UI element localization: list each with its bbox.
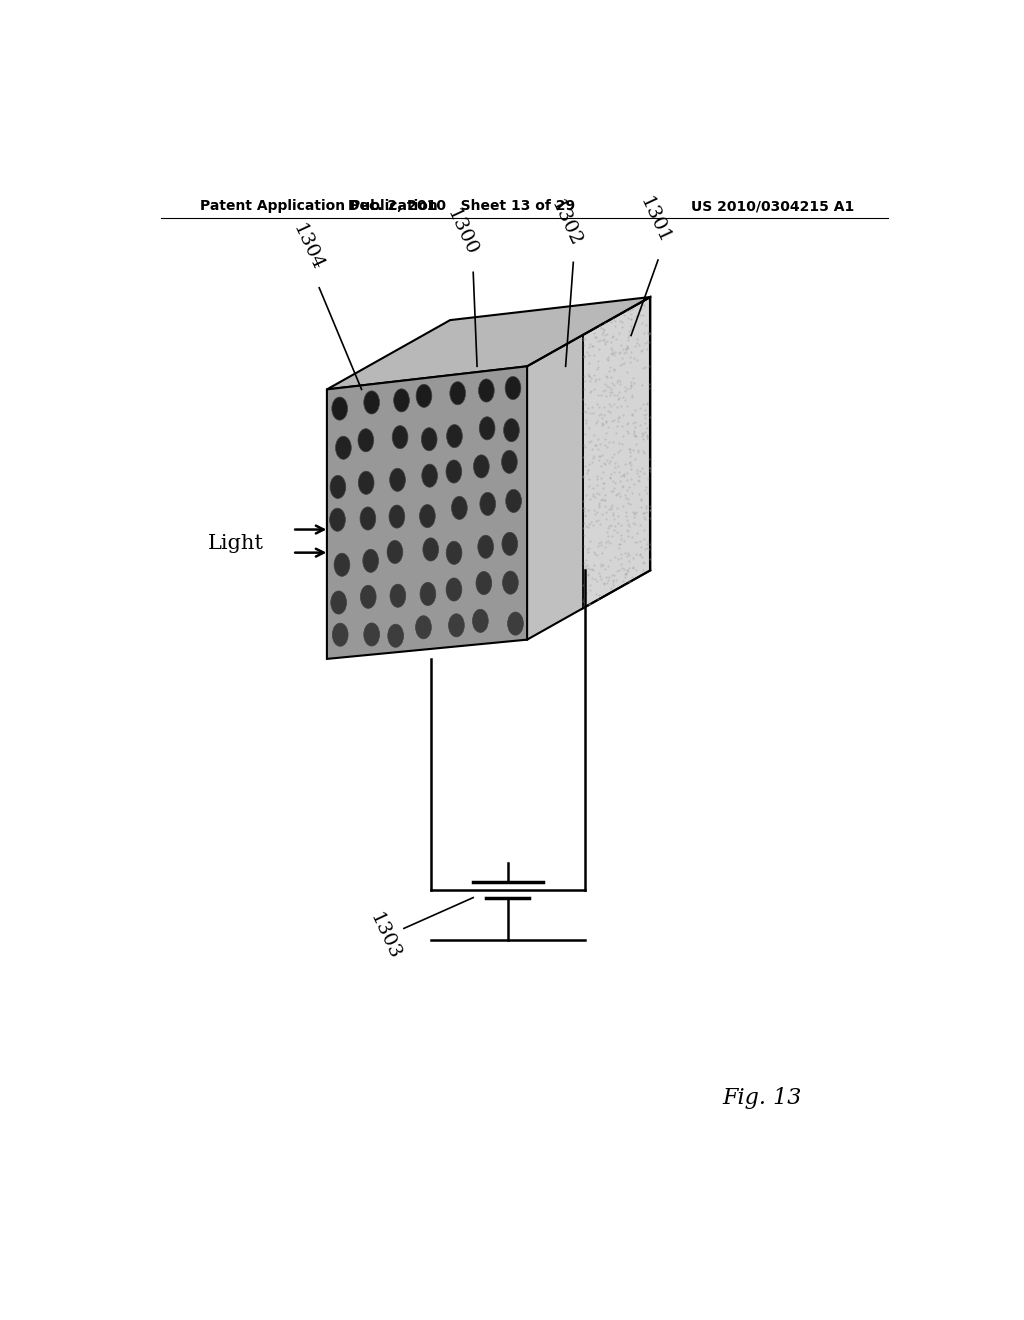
Ellipse shape xyxy=(449,614,464,636)
Polygon shape xyxy=(327,297,650,389)
Ellipse shape xyxy=(506,490,521,512)
Ellipse shape xyxy=(479,417,495,440)
Text: Dec. 2, 2010   Sheet 13 of 29: Dec. 2, 2010 Sheet 13 of 29 xyxy=(348,199,575,213)
Ellipse shape xyxy=(420,582,436,606)
Ellipse shape xyxy=(333,623,348,647)
Text: 1303: 1303 xyxy=(366,909,403,962)
Ellipse shape xyxy=(480,492,496,516)
Text: Fig. 13: Fig. 13 xyxy=(722,1086,802,1109)
Ellipse shape xyxy=(389,506,404,528)
Ellipse shape xyxy=(446,541,462,565)
Ellipse shape xyxy=(360,585,376,609)
Text: 1301: 1301 xyxy=(636,194,673,247)
Ellipse shape xyxy=(446,578,462,601)
Ellipse shape xyxy=(503,572,518,594)
Ellipse shape xyxy=(452,496,467,520)
Ellipse shape xyxy=(330,475,346,499)
Ellipse shape xyxy=(390,585,406,607)
Ellipse shape xyxy=(416,384,432,408)
Ellipse shape xyxy=(504,418,519,442)
Ellipse shape xyxy=(502,532,518,556)
Text: US 2010/0304215 A1: US 2010/0304215 A1 xyxy=(691,199,854,213)
Ellipse shape xyxy=(387,540,402,564)
Ellipse shape xyxy=(336,436,351,459)
Ellipse shape xyxy=(508,612,523,635)
Ellipse shape xyxy=(478,379,495,403)
Polygon shape xyxy=(527,335,583,640)
Ellipse shape xyxy=(332,397,347,420)
Ellipse shape xyxy=(330,508,345,531)
Ellipse shape xyxy=(388,624,403,647)
Ellipse shape xyxy=(362,549,379,573)
Ellipse shape xyxy=(364,623,380,645)
Text: 1302: 1302 xyxy=(547,197,585,249)
Ellipse shape xyxy=(392,425,408,449)
Ellipse shape xyxy=(505,376,521,400)
Ellipse shape xyxy=(334,553,350,577)
Polygon shape xyxy=(327,367,527,659)
Ellipse shape xyxy=(360,507,376,531)
Ellipse shape xyxy=(446,459,462,483)
Ellipse shape xyxy=(393,389,410,412)
Text: Light: Light xyxy=(208,533,263,553)
Ellipse shape xyxy=(421,428,437,451)
Text: Patent Application Publication: Patent Application Publication xyxy=(200,199,437,213)
Ellipse shape xyxy=(364,391,380,414)
Ellipse shape xyxy=(473,455,489,478)
Ellipse shape xyxy=(450,381,466,405)
Text: 1300: 1300 xyxy=(443,206,480,259)
Ellipse shape xyxy=(390,469,406,491)
Ellipse shape xyxy=(416,615,431,639)
Ellipse shape xyxy=(420,504,435,528)
Text: 1304: 1304 xyxy=(289,222,327,275)
Ellipse shape xyxy=(423,537,438,561)
Ellipse shape xyxy=(446,425,463,447)
Ellipse shape xyxy=(358,429,374,451)
Ellipse shape xyxy=(478,535,494,558)
Ellipse shape xyxy=(422,465,437,487)
Ellipse shape xyxy=(358,471,374,495)
Ellipse shape xyxy=(472,610,488,632)
Polygon shape xyxy=(583,297,650,609)
Ellipse shape xyxy=(502,450,517,474)
Ellipse shape xyxy=(476,572,492,594)
Ellipse shape xyxy=(331,591,346,614)
